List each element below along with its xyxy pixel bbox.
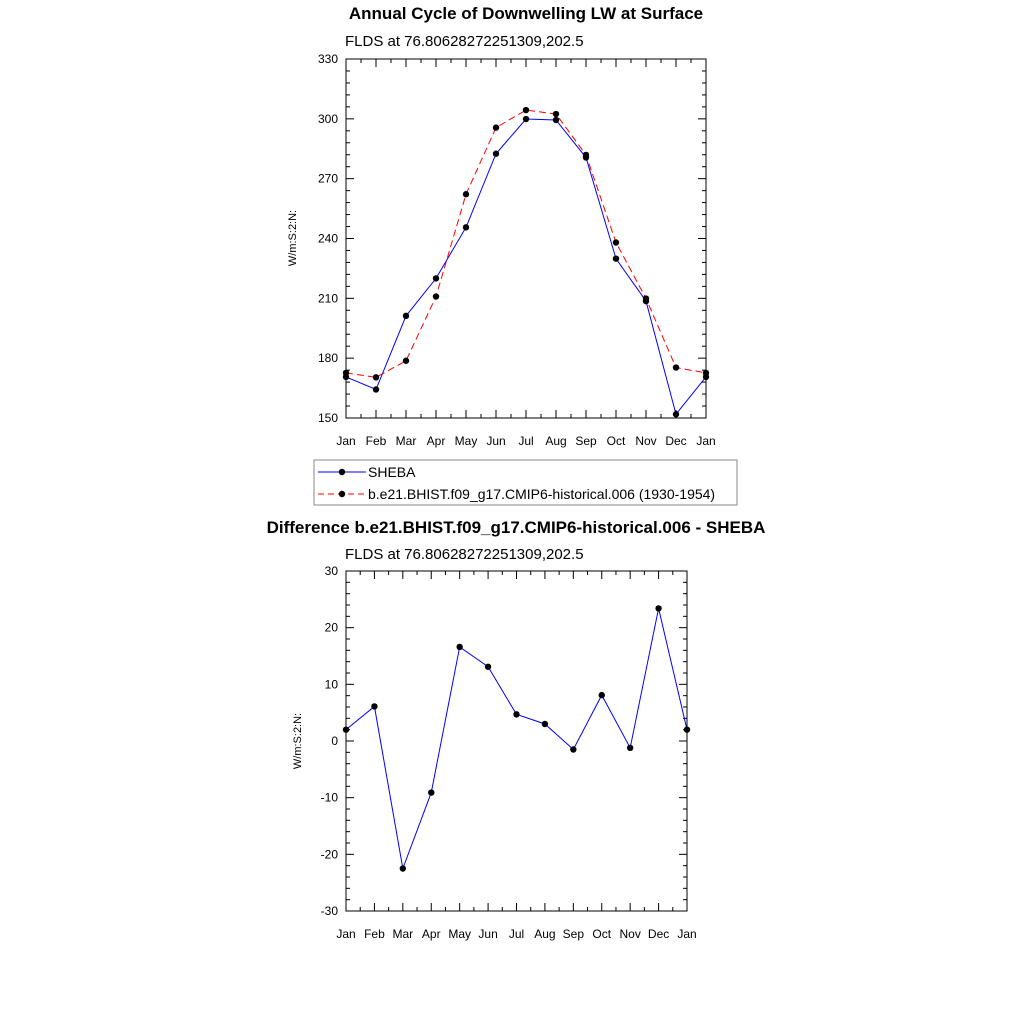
chart1-ytick-label: 270 [318, 172, 338, 186]
chart1-series-0-point [522, 115, 530, 123]
chart1-xtick-label: Feb [366, 434, 387, 448]
chart2-xtick-label: Mar [392, 927, 413, 941]
chart1-ytick-label: 180 [318, 351, 338, 365]
chart1-series-1-point [552, 110, 560, 118]
chart1-ylabel: W/m:S:2:N: [287, 210, 299, 266]
chart1-title: Annual Cycle of Downwelling LW at Surfac… [349, 4, 703, 23]
chart1-series-1-point [492, 124, 500, 131]
chart1-series-1-point [372, 374, 380, 381]
chart1-series-1-point [582, 151, 590, 159]
chart1-xtick-label: Jan [336, 434, 355, 448]
chart1-series-0-point [432, 275, 440, 282]
legend-box [313, 459, 738, 506]
chart2-ytick-label: 20 [325, 621, 339, 635]
chart2-xtick-label: May [448, 927, 471, 941]
chart1-series-0-point [552, 116, 560, 124]
chart1-series-0-point [372, 386, 380, 393]
chart1-series-0-point [612, 255, 620, 262]
chart1-ytick-label: 210 [318, 291, 338, 305]
chart1-ytick-label: 240 [318, 232, 338, 246]
chart1-series-0-point [402, 312, 410, 320]
chart1-ytick-label: 150 [318, 411, 338, 425]
chart1-ytick-label: 330 [318, 52, 338, 66]
chart1-series-1-point [702, 369, 710, 377]
chart2-xtick-label: Jun [478, 927, 497, 941]
chart2-series-line-0 [345, 608, 688, 871]
chart1-xtick-label: Aug [545, 434, 566, 448]
chart1-series-line-1 [345, 109, 707, 378]
chart2-xtick-label: Nov [619, 927, 640, 941]
chart2-series-0-point [484, 663, 492, 670]
chart2-xtick-label: Jul [509, 927, 524, 941]
chart2-subtitle: FLDS at 76.80628272251309,202.5 [345, 546, 584, 563]
chart2-xtick-label: Jan [336, 927, 355, 941]
chart1-xtick-label: Jan [696, 434, 715, 448]
chart2-series-0-point [428, 789, 435, 796]
chart1-xtick-label: Sep [575, 434, 597, 448]
legend-label-model: b.e21.BHIST.f09_g17.CMIP6-historical.006… [368, 486, 715, 502]
chart1-series-1-point [612, 239, 620, 246]
chart2-series-0-point [626, 744, 634, 751]
chart2-ytick-label: -30 [321, 904, 339, 918]
chart2-series-0-point [570, 746, 577, 753]
chart1-ytick-label: 300 [318, 112, 338, 126]
chart1-xtick-label: May [455, 434, 478, 448]
chart1-series-1-point [402, 357, 410, 364]
chart2-series-0-point [371, 703, 378, 710]
chart1-xtick-label: Nov [635, 434, 656, 448]
chart2-xtick-label: Oct [592, 927, 611, 941]
chart1-xtick-label: Apr [427, 434, 446, 448]
chart1-xtick-label: Jun [486, 434, 505, 448]
chart1-series-1-point [672, 364, 680, 371]
chart2-title: Difference b.e21.BHIST.f09_g17.CMIP6-his… [267, 518, 766, 537]
chart2-ytick-label: -10 [321, 791, 339, 805]
chart2-series-0-point [655, 605, 662, 612]
chart2-series-0-point [598, 691, 605, 699]
chart2-series-0-point [513, 711, 520, 718]
chart2-xtick-label: Apr [422, 927, 441, 941]
legend-marker-model [338, 490, 346, 498]
chart2-ytick-label: 30 [325, 564, 339, 578]
chart1-legend: SHEBA b.e21.BHIST.f09_g17.CMIP6-historic… [313, 459, 738, 506]
chart1-subtitle: FLDS at 76.80628272251309,202.5 [345, 33, 584, 50]
chart1-xtick-label: Dec [665, 434, 686, 448]
chart2-ytick-label: 10 [325, 677, 339, 691]
chart2-ytick-label: 0 [331, 734, 338, 748]
chart2-series-0-point [342, 726, 350, 733]
chart2-plot-area: Jan Feb Mar Apr May Jun Jul Aug Sep Oct Nov Dec Jan -… [321, 564, 697, 941]
chart1-series-1-point [462, 191, 470, 198]
chart2-series-0-point [399, 865, 407, 872]
legend-marker-sheba [338, 468, 346, 476]
chart1-series-1-point [642, 295, 650, 302]
chart1-xtick-label: Jul [518, 434, 533, 448]
chart1-plot-area: Jan Feb Mar Apr May Jun Jul Aug Sep Oct Nov Dec Jan 1… [318, 52, 716, 448]
chart2-ytick-label: -20 [321, 847, 339, 861]
chart2-frame [345, 570, 688, 912]
chart1-xtick-label: Mar [396, 434, 417, 448]
chart1-series-0-point [492, 150, 500, 157]
chart2-xtick-label: Sep [563, 927, 585, 941]
chart1-series-line-0 [345, 118, 707, 416]
chart1-series-0-point [462, 224, 470, 231]
chart2-series-0-point [541, 720, 549, 728]
chart1-series-0-point [672, 411, 680, 418]
chart2-xtick-label: Dec [648, 927, 669, 941]
chart2-series-0-point [456, 643, 463, 651]
chart2-ylabel: W/m:S:2:N: [292, 713, 304, 769]
chart2-series-0-point [683, 726, 691, 733]
chart1-series-1-point [522, 106, 530, 114]
chart2-xtick-label: Jan [677, 927, 696, 941]
chart2-xtick-label: Feb [364, 927, 385, 941]
legend-label-sheba: SHEBA [368, 464, 416, 480]
chart1-series-1-point [432, 293, 440, 300]
chart2-xtick-label: Aug [534, 927, 555, 941]
chart1-series-1-point [342, 369, 350, 377]
chart1-xtick-label: Oct [607, 434, 626, 448]
